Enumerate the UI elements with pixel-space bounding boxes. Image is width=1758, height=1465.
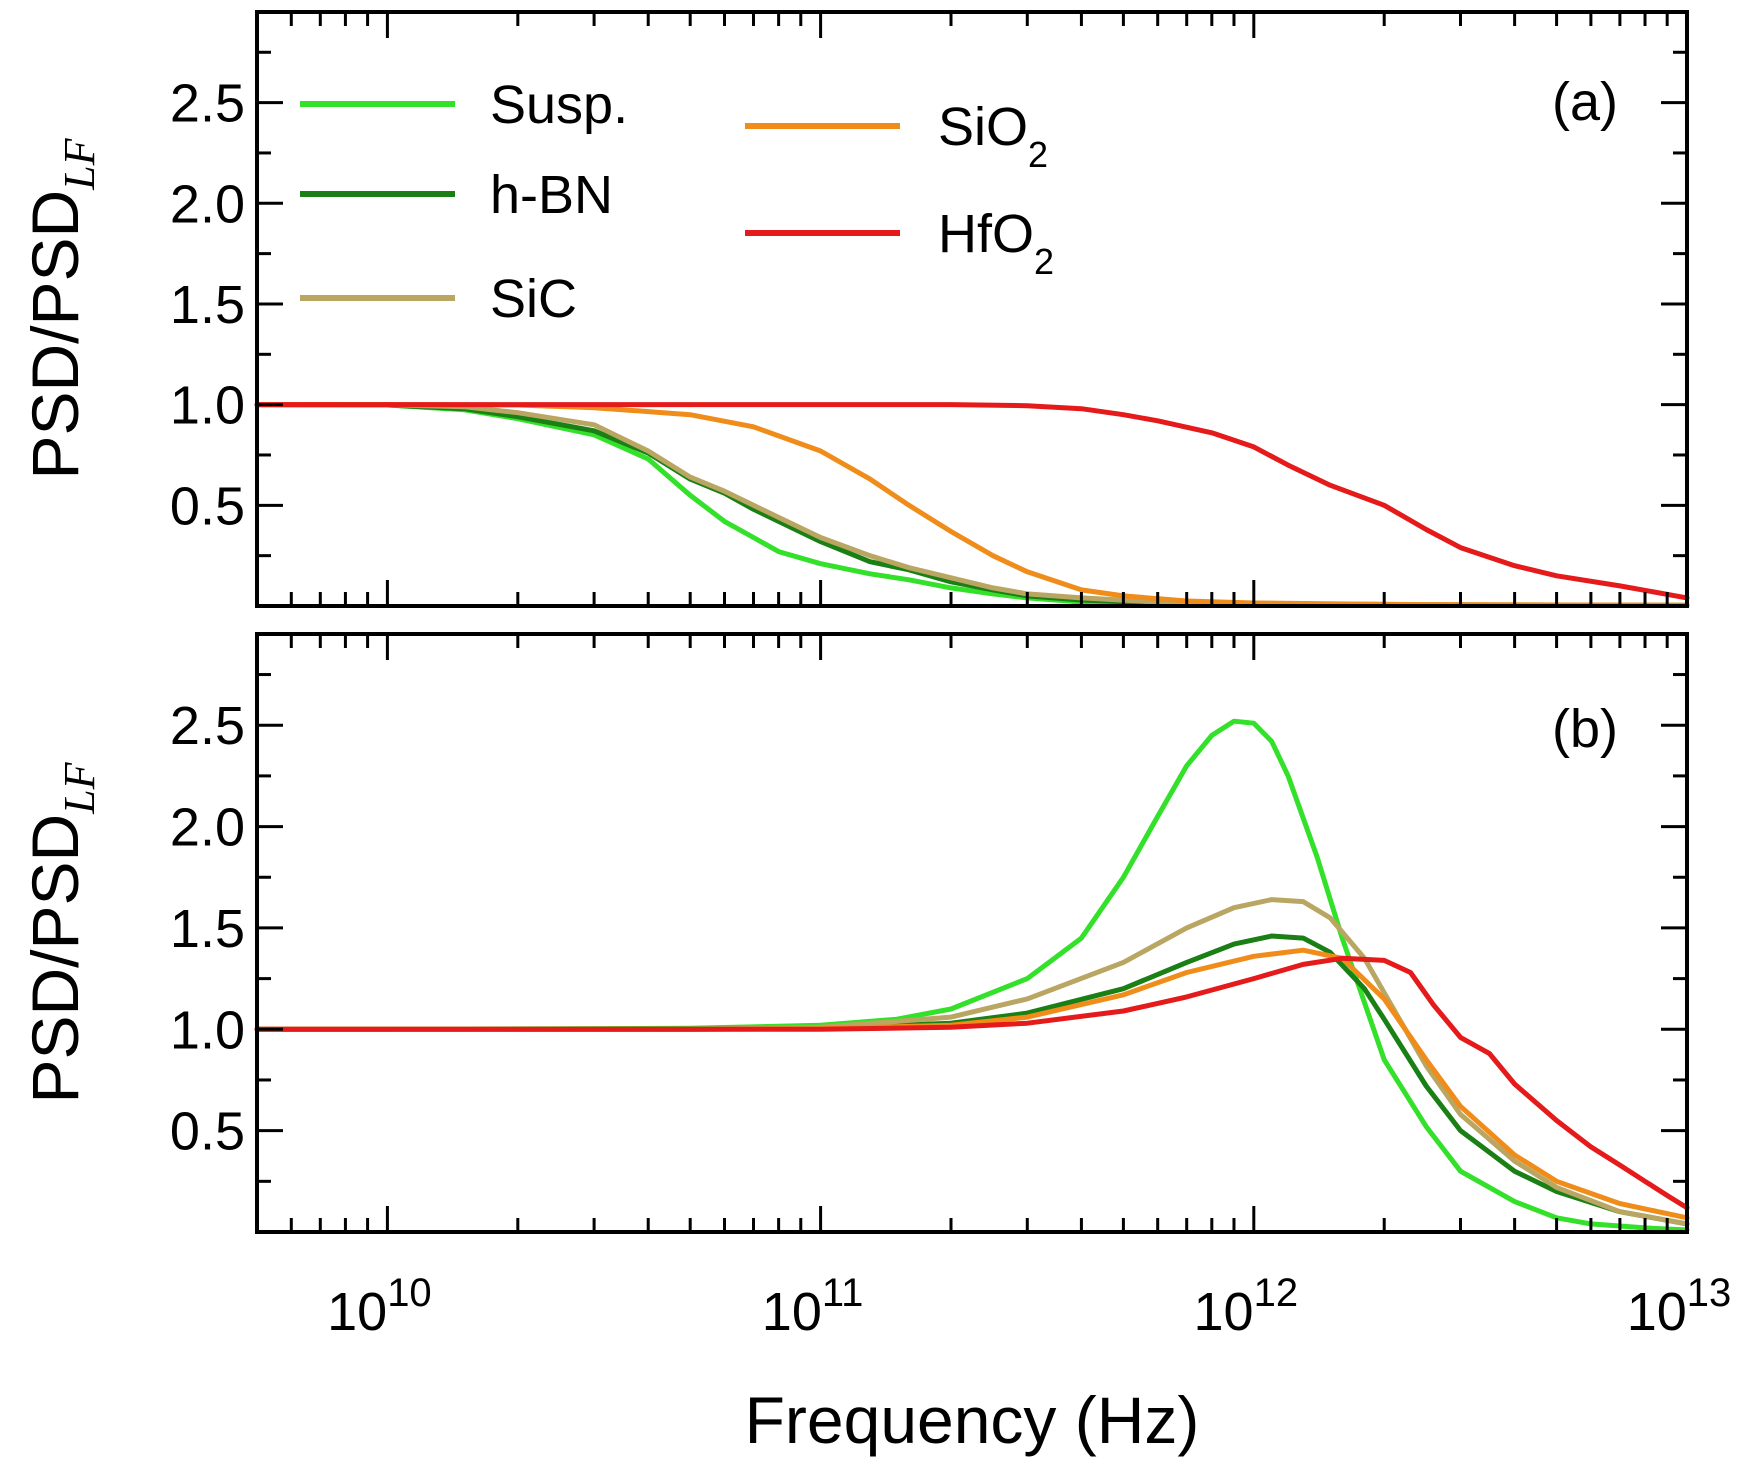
- legend-label-0: Susp.: [490, 75, 628, 135]
- y-tick-label: 2.5: [170, 696, 245, 756]
- panel-b-xtick-labels: 1010 1011 1012 1013: [327, 1271, 1731, 1342]
- legend-label-1: h-BN: [490, 165, 613, 225]
- y-tick-label: 1.0: [170, 376, 245, 436]
- panel-b-series: [254, 718, 1690, 1233]
- panel-a: 0.51.01.52.02.5 PSD/PSDLF (a) Susp.h-BNS…: [18, 10, 1690, 608]
- panel-a-label: (a): [1552, 72, 1618, 132]
- panel-a-frame: [255, 10, 1689, 608]
- y-tick-label: 0.5: [170, 1102, 245, 1162]
- x-axis-title: Frequency (Hz): [745, 1383, 1200, 1457]
- x-tick-label: 1013: [1627, 1271, 1732, 1342]
- series-line-0: [254, 718, 1690, 1233]
- y-tick-label: 0.5: [170, 476, 245, 536]
- panel-a-series: [254, 402, 1690, 608]
- y-tick-label: 2.0: [170, 174, 245, 234]
- y-tick-label: 2.0: [170, 798, 245, 858]
- y-tick-label: 1.5: [170, 275, 245, 335]
- series-line-4: [254, 955, 1690, 1211]
- panel-b-frame: [255, 632, 1689, 1234]
- panel-a-legend: Susp. h-BN SiC SiO2 HfO2: [300, 75, 1054, 329]
- series-line-2: [254, 402, 1690, 608]
- x-tick-label: 1012: [1194, 1271, 1299, 1342]
- x-tick-label: 1010: [327, 1271, 432, 1342]
- y-tick-label: 1.0: [170, 1000, 245, 1060]
- panel-b-ylabel: PSD/PSDLF: [18, 761, 104, 1103]
- panel-a-ytick-labels: 0.5 1.0 1.5 2.0 2.5: [170, 74, 245, 537]
- series-line-2: [254, 897, 1690, 1227]
- panel-a-ylabel: PSD/PSDLF: [18, 137, 104, 479]
- panel-a-ticks: [255, 12, 1687, 606]
- legend-label-2: SiC: [490, 269, 577, 329]
- y-tick-label: 1.5: [170, 899, 245, 959]
- legend-label-3: SiO2: [938, 97, 1048, 175]
- legend-label-4: HfO2: [938, 204, 1054, 282]
- series-line-3: [254, 402, 1690, 608]
- y-tick-label: 2.5: [170, 74, 245, 134]
- series-line-4: [254, 402, 1690, 601]
- x-tick-label: 1011: [762, 1271, 864, 1342]
- series-line-1: [254, 402, 1690, 608]
- series-line-0: [254, 402, 1690, 608]
- panel-b: 0.5 1.0 1.5 2.0 2.5 1010 1011 1012 1013 PSD/PSD…: [18, 632, 1731, 1457]
- panel-b-ticks: [255, 634, 1687, 1232]
- panel-b-ytick-labels: 0.5 1.0 1.5 2.0 2.5: [170, 696, 245, 1161]
- panel-b-label: (b): [1552, 699, 1618, 759]
